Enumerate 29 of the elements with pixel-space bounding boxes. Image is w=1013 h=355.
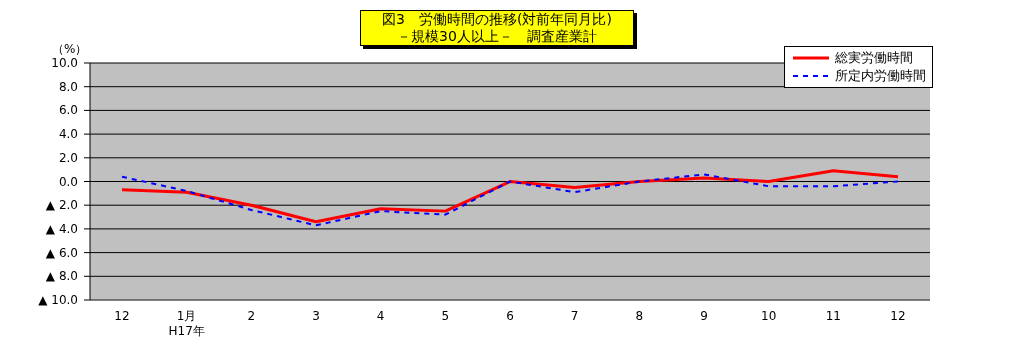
legend-label: 所定内労働時間 [835, 67, 926, 85]
y-tick-label: ▲ 10.0 [38, 293, 78, 307]
y-tick-label: 2.0 [58, 150, 78, 165]
x-tick-label: 7 [570, 309, 579, 323]
y-tick-label: 8.0 [58, 79, 78, 94]
x-tick-label: 10 [761, 309, 777, 323]
x-tick-label: 8 [635, 309, 644, 323]
x-tick-label: 5 [441, 309, 450, 323]
y-tick-label: ▲ 6.0 [45, 245, 78, 260]
y-tick-label: 10.0 [51, 56, 78, 70]
x-tick-label: 12 [114, 309, 130, 323]
x-tick-label: 12 [890, 309, 906, 323]
y-tick-label: ▲ 8.0 [45, 269, 78, 284]
x-tick-label: 9 [700, 309, 708, 323]
chart-subtitle: －規模30人以上－ 調査産業計 [396, 28, 598, 45]
x-tick-label: 2 [247, 309, 256, 323]
chart-title: 図3 労働時間の推移(対前年同月比) [381, 11, 613, 28]
x-tick-label: 4 [376, 309, 385, 323]
y-tick-label: 4.0 [58, 127, 78, 142]
y-tick-label: ▲ 2.0 [45, 198, 78, 213]
x-tick-label: 1月 H17年 [168, 309, 205, 338]
y-tick-label: 0.0 [58, 174, 78, 189]
x-tick-label: 11 [825, 309, 841, 323]
y-tick-label: 6.0 [58, 103, 78, 118]
y-tick-label: ▲ 4.0 [45, 221, 78, 236]
legend-label: 総実労働時間 [835, 49, 913, 67]
x-tick-label: 3 [312, 309, 320, 323]
y-axis-title: （%） [52, 41, 88, 58]
x-tick-label: 6 [506, 309, 514, 323]
